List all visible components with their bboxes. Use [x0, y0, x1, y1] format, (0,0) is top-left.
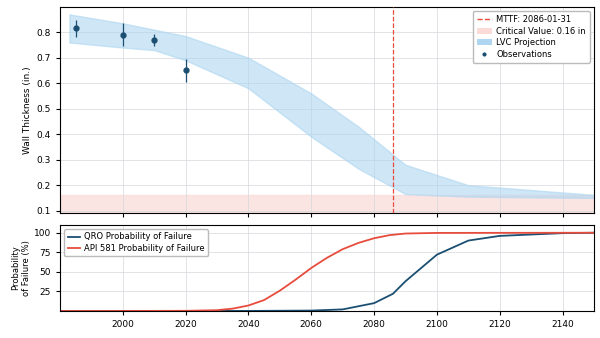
QRO Probability of Failure	[433, 252, 440, 257]
API 581 Probability of Failure	[590, 231, 598, 235]
API 581 Probability of Failure	[214, 308, 221, 312]
QRO Probability of Failure	[308, 309, 315, 313]
API 581 Probability of Failure	[119, 309, 127, 313]
API 581 Probability of Failure	[433, 231, 440, 235]
QRO Probability of Failure	[465, 239, 472, 243]
QRO Probability of Failure	[559, 231, 566, 235]
API 581 Probability of Failure	[260, 298, 268, 302]
QRO Probability of Failure	[371, 301, 378, 305]
Line: API 581 Probability of Failure: API 581 Probability of Failure	[60, 233, 594, 311]
API 581 Probability of Failure	[276, 289, 283, 293]
QRO Probability of Failure	[339, 307, 346, 311]
QRO Probability of Failure	[402, 279, 409, 283]
API 581 Probability of Failure	[56, 309, 64, 313]
API 581 Probability of Failure	[229, 307, 236, 311]
Bar	[60, 195, 594, 213]
QRO Probability of Failure	[389, 292, 397, 296]
QRO Probability of Failure	[590, 231, 598, 235]
QRO Probability of Failure	[496, 234, 503, 238]
Legend: QRO Probability of Failure, API 581 Probability of Failure: QRO Probability of Failure, API 581 Prob…	[64, 229, 208, 256]
API 581 Probability of Failure	[371, 236, 378, 240]
QRO Probability of Failure	[182, 309, 189, 313]
Line: QRO Probability of Failure: QRO Probability of Failure	[60, 233, 594, 311]
API 581 Probability of Failure	[339, 247, 346, 251]
QRO Probability of Failure	[245, 309, 252, 313]
API 581 Probability of Failure	[308, 266, 315, 270]
API 581 Probability of Failure	[323, 256, 331, 260]
API 581 Probability of Failure	[182, 309, 189, 313]
API 581 Probability of Failure	[292, 277, 299, 282]
QRO Probability of Failure	[119, 309, 127, 313]
API 581 Probability of Failure	[355, 241, 362, 245]
API 581 Probability of Failure	[245, 304, 252, 308]
Legend: MTTF: 2086-01-31, Critical Value: 0.16 in, LVC Projection, Observations: MTTF: 2086-01-31, Critical Value: 0.16 i…	[473, 11, 590, 63]
Y-axis label: Wall Thickness (in.): Wall Thickness (in.)	[23, 66, 32, 154]
API 581 Probability of Failure	[386, 233, 394, 237]
API 581 Probability of Failure	[402, 232, 409, 236]
QRO Probability of Failure	[56, 309, 64, 313]
Y-axis label: Probability
of Failure (%): Probability of Failure (%)	[11, 240, 31, 296]
